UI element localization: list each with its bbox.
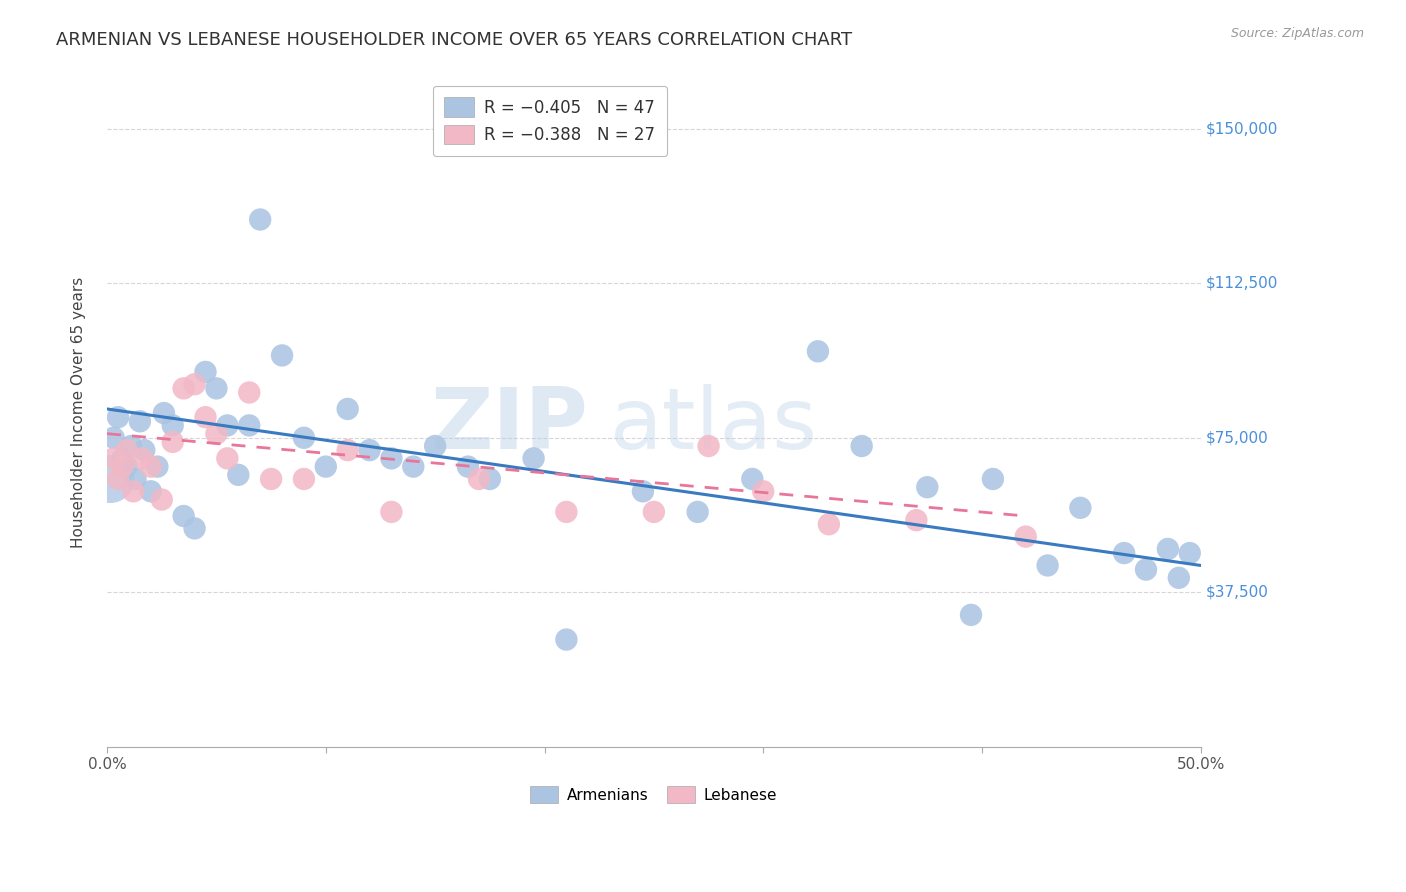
Point	[217, 418, 239, 433]
Point	[173, 509, 195, 524]
Point	[478, 472, 501, 486]
Point	[194, 365, 217, 379]
Legend: Armenians, Lebanese: Armenians, Lebanese	[522, 777, 786, 813]
Point	[139, 459, 162, 474]
Point	[124, 472, 146, 486]
Point	[146, 459, 169, 474]
Point	[359, 443, 381, 458]
Point	[741, 472, 763, 486]
Point	[131, 451, 153, 466]
Point	[107, 410, 129, 425]
Point	[1036, 558, 1059, 573]
Point	[271, 348, 294, 362]
Point	[98, 472, 121, 486]
Point	[103, 451, 125, 466]
Point	[1015, 530, 1038, 544]
Point	[631, 484, 654, 499]
Point	[1157, 541, 1180, 556]
Point	[153, 406, 176, 420]
Point	[643, 505, 665, 519]
Point	[1114, 546, 1136, 560]
Point	[807, 344, 830, 359]
Point	[183, 521, 205, 535]
Point	[697, 439, 720, 453]
Point	[752, 484, 775, 499]
Point	[292, 431, 315, 445]
Point	[260, 472, 283, 486]
Point	[523, 451, 546, 466]
Point	[818, 517, 841, 532]
Point	[205, 426, 228, 441]
Point	[1167, 571, 1189, 585]
Point	[1178, 546, 1201, 560]
Point	[162, 418, 184, 433]
Text: atlas: atlas	[610, 384, 818, 467]
Point	[115, 459, 138, 474]
Point	[917, 480, 939, 494]
Point	[183, 377, 205, 392]
Text: ARMENIAN VS LEBANESE HOUSEHOLDER INCOME OVER 65 YEARS CORRELATION CHART: ARMENIAN VS LEBANESE HOUSEHOLDER INCOME …	[56, 31, 852, 49]
Point	[111, 451, 134, 466]
Point	[194, 410, 217, 425]
Point	[134, 443, 156, 458]
Point	[249, 212, 271, 227]
Point	[457, 459, 479, 474]
Point	[1135, 563, 1157, 577]
Point	[336, 443, 359, 458]
Point	[402, 459, 425, 474]
Point	[336, 401, 359, 416]
Text: $75,000: $75,000	[1206, 430, 1268, 445]
Text: ZIP: ZIP	[430, 384, 588, 467]
Text: $37,500: $37,500	[1206, 585, 1270, 599]
Point	[103, 431, 125, 445]
Point	[173, 381, 195, 395]
Point	[981, 472, 1004, 486]
Point	[226, 467, 249, 482]
Point	[122, 484, 145, 499]
Point	[960, 607, 983, 622]
Point	[1069, 500, 1091, 515]
Y-axis label: Householder Income Over 65 years: Householder Income Over 65 years	[72, 277, 86, 548]
Point	[107, 472, 129, 486]
Point	[120, 439, 142, 453]
Point	[555, 632, 578, 647]
Point	[905, 513, 928, 527]
Point	[315, 459, 337, 474]
Point	[686, 505, 709, 519]
Point	[162, 434, 184, 449]
Point	[425, 439, 447, 453]
Point	[150, 492, 173, 507]
Point	[468, 472, 491, 486]
Point	[238, 418, 260, 433]
Point	[128, 414, 150, 428]
Point	[217, 451, 239, 466]
Point	[380, 505, 402, 519]
Text: $150,000: $150,000	[1206, 121, 1278, 136]
Point	[205, 381, 228, 395]
Point	[555, 505, 578, 519]
Point	[111, 459, 134, 474]
Point	[139, 484, 162, 499]
Point	[292, 472, 315, 486]
Point	[115, 443, 138, 458]
Text: Source: ZipAtlas.com: Source: ZipAtlas.com	[1230, 27, 1364, 40]
Point	[238, 385, 260, 400]
Point	[851, 439, 873, 453]
Point	[380, 451, 402, 466]
Text: $112,500: $112,500	[1206, 276, 1278, 291]
